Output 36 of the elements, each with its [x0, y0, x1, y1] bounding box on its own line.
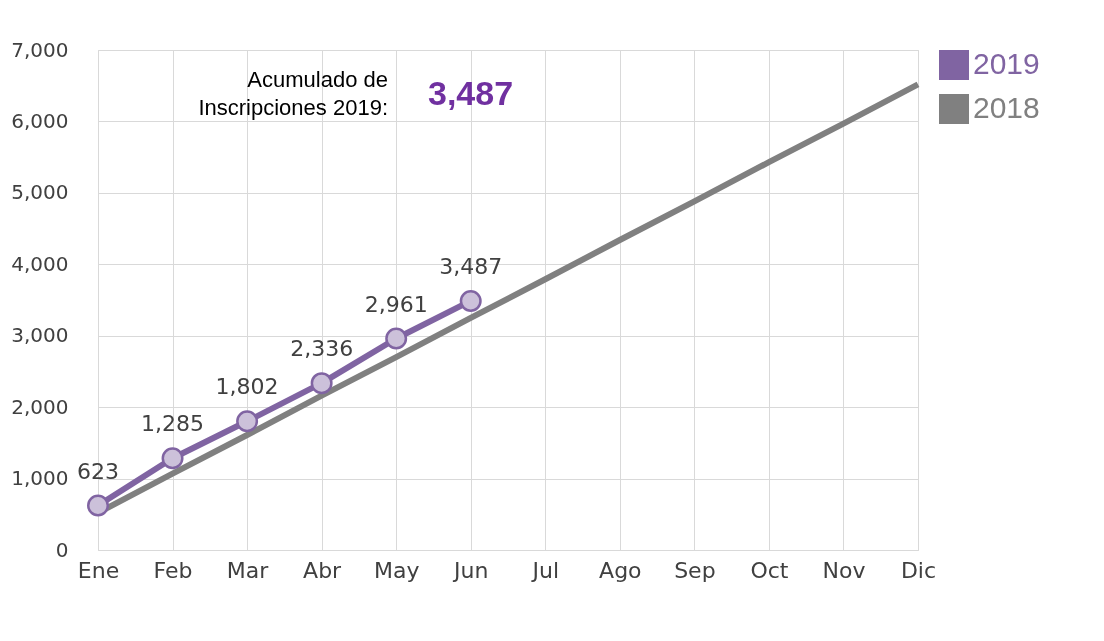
data-label: 2,336: [290, 336, 354, 362]
y-tick-label: 5,000: [11, 180, 69, 205]
annotation: Acumulado de Inscripciones 2019:: [198, 67, 388, 120]
point: [87, 494, 109, 517]
point: [236, 410, 259, 433]
y-tick-label: 7,000: [11, 37, 69, 62]
y-tick-label: 4,000: [11, 251, 69, 276]
data-label: 3,487: [439, 253, 503, 279]
y-tick-label: 6,000: [11, 108, 69, 133]
x-tick-label: Jul: [530, 557, 560, 583]
x-tick-label: Nov: [822, 557, 866, 583]
x-tick-label: Abr: [303, 557, 343, 583]
point: [385, 327, 408, 350]
data-label: 1,802: [215, 374, 279, 400]
point: [161, 447, 184, 470]
x-tick-label: May: [373, 557, 420, 583]
x-tick-label: Ene: [77, 557, 120, 583]
x-tick-label: Sep: [674, 557, 716, 583]
data-label: 623: [77, 458, 119, 484]
y-tick-label: 1,000: [11, 466, 69, 491]
x-tick-label: Jun: [452, 557, 489, 583]
y-tick-label: 2,000: [11, 394, 69, 419]
point: [310, 372, 333, 395]
y-tick-label: 0: [55, 537, 69, 562]
point: [459, 289, 482, 312]
x-tick-label: Ago: [599, 557, 642, 583]
x-tick-label: Mar: [226, 557, 270, 583]
y-tick-label: 3,000: [11, 323, 69, 348]
data-label: 1,285: [141, 411, 205, 437]
x-tick-label: Feb: [153, 557, 193, 583]
x-tick-label: Dic: [900, 557, 937, 583]
x-tick-label: Oct: [750, 557, 789, 583]
data-label: 2,961: [364, 291, 428, 317]
legend-label: 2019: [973, 47, 1040, 80]
annotation: 3,487: [428, 74, 514, 112]
legend-label: 2018: [973, 91, 1040, 124]
